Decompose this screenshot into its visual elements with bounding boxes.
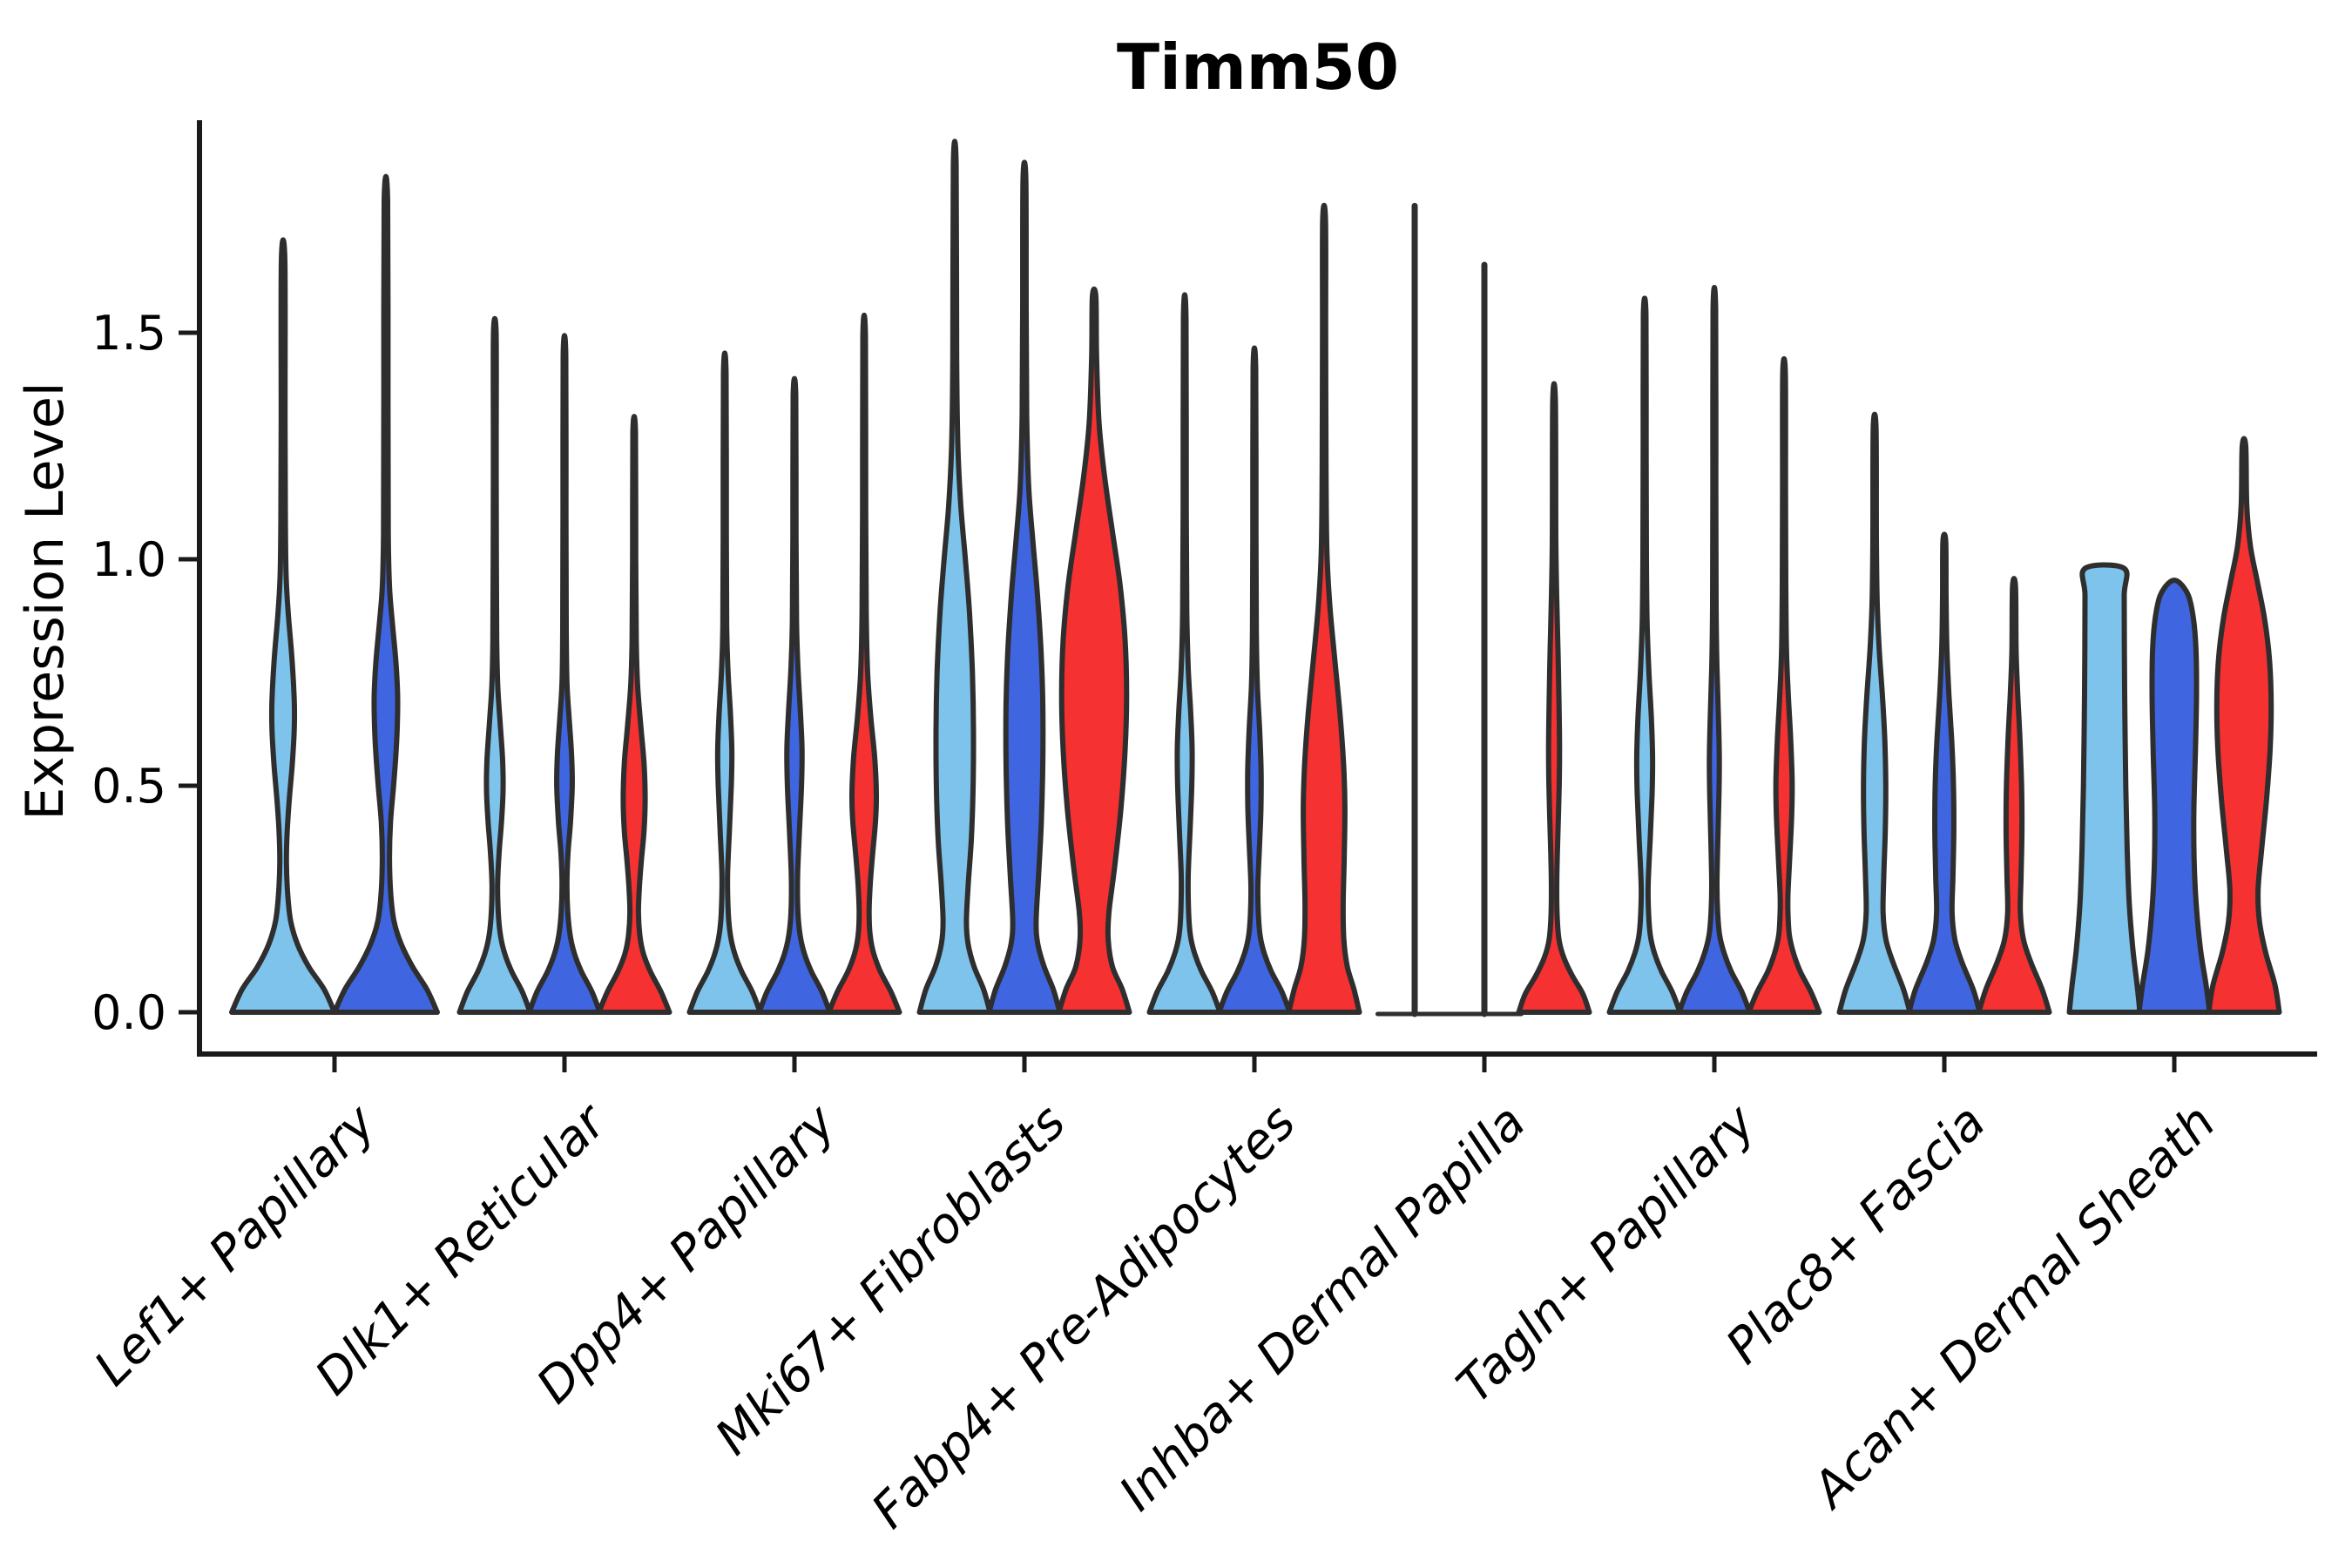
violin-mki67-fibroblasts-red	[1056, 286, 1132, 1015]
violin-plac8-fascia-blue	[1906, 531, 1983, 1015]
violin-tagln-papillary-light_blue	[1606, 295, 1683, 1015]
violin-mki67-fibroblasts-light_blue	[916, 139, 993, 1015]
y-axis-title: Expression Level	[15, 382, 76, 820]
violin-dlk1-reticular-red	[596, 414, 672, 1015]
violin-acan-dermal-sheath-blue	[2136, 578, 2213, 1015]
violin-inhba-dermal-papilla-red	[1516, 381, 1592, 1015]
violin-plac8-fascia-light_blue	[1836, 411, 1913, 1015]
y-tick-label-1.0: 1.0	[91, 532, 166, 587]
x-axis-label-inhba-dermal-papilla: Inhba+ Dermal Papilla	[1109, 1094, 1537, 1522]
violin-lef1-papillary-light_blue	[229, 237, 337, 1015]
violin-dpp4-papillary-blue	[756, 375, 833, 1015]
violin-acan-dermal-sheath-red	[2206, 436, 2282, 1015]
violin-acan-dermal-sheath-light_blue	[2066, 562, 2143, 1015]
violin-tagln-papillary-blue	[1676, 285, 1753, 1015]
violin-dpp4-papillary-light_blue	[686, 350, 763, 1015]
violin-lef1-papillary-blue	[332, 173, 440, 1015]
y-tick-label-0.0: 0.0	[91, 985, 166, 1040]
x-axis-label-fabp4-pre-adipocytes: Fabp4+ Pre-Adipocytes	[862, 1094, 1307, 1539]
y-tick-label-0.5: 0.5	[91, 759, 166, 814]
violin-fabp4-pre-adipocytes-blue	[1216, 345, 1293, 1015]
y-tick-label-1.5: 1.5	[91, 306, 166, 361]
violin-dpp4-papillary-red	[826, 313, 902, 1015]
violin-fabp4-pre-adipocytes-red	[1286, 202, 1362, 1015]
violin-plac8-fascia-red	[1976, 576, 2052, 1015]
chart-title: Timm50	[1117, 30, 1399, 104]
violin-mki67-fibroblasts-blue	[986, 159, 1063, 1015]
x-axis-label-acan-dermal-sheath: Acan+ Dermal Sheath	[1801, 1094, 2227, 1520]
violin-tagln-papillary-red	[1746, 355, 1822, 1015]
violin-fabp4-pre-adipocytes-light_blue	[1146, 292, 1223, 1015]
violin-dlk1-reticular-light_blue	[456, 315, 533, 1015]
violin-dlk1-reticular-blue	[526, 333, 603, 1015]
